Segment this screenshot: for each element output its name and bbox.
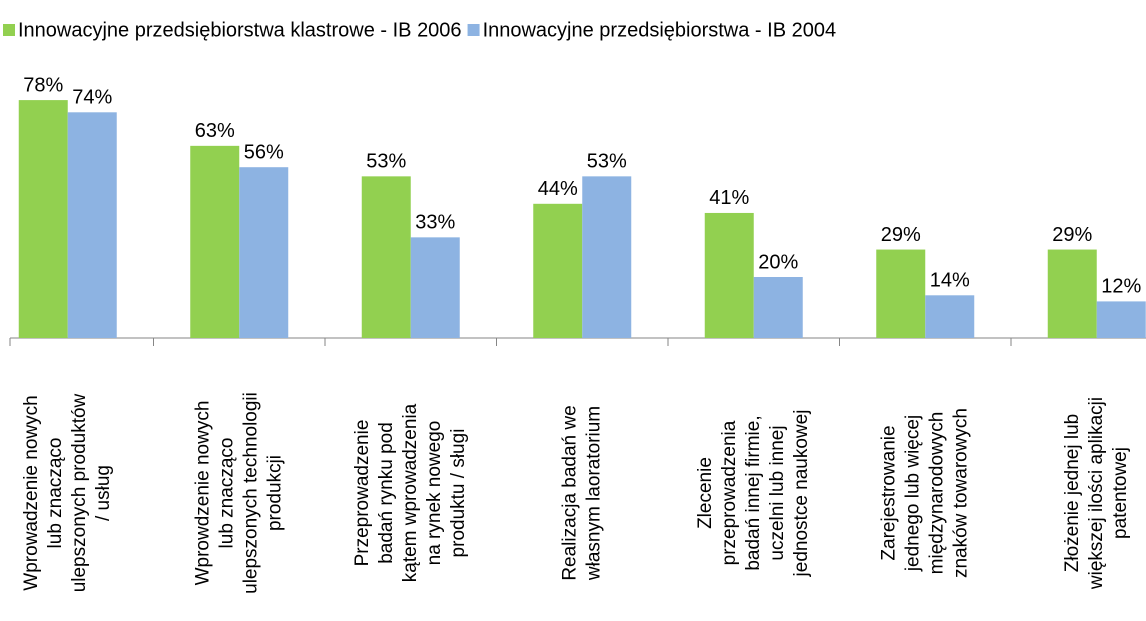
data-label: 41% — [709, 187, 749, 209]
bar — [876, 249, 926, 338]
bar — [239, 167, 289, 338]
data-label: 63% — [195, 120, 235, 142]
x-tick-label: Realizacja badań we własnym laoratorium — [559, 405, 605, 581]
x-tick-label: Wprowdzenie nowych lub znacząco ulepszon… — [192, 392, 286, 594]
data-label: 12% — [1101, 276, 1141, 298]
bar — [704, 212, 754, 338]
data-label: 29% — [1052, 224, 1092, 246]
data-label: 20% — [758, 251, 798, 273]
data-label: 33% — [415, 212, 455, 234]
bar — [410, 237, 460, 338]
data-label: 74% — [72, 87, 112, 109]
bar — [67, 112, 117, 338]
bar — [190, 145, 240, 338]
bar — [533, 203, 583, 338]
bar — [582, 176, 632, 338]
x-tick-label: Złożenie jednej lub większej ilości apli… — [1061, 396, 1131, 590]
bar — [753, 277, 803, 338]
x-tick-label: Zlecenie przeprowadzenia badań innej fir… — [694, 409, 812, 577]
bar — [18, 100, 68, 338]
data-label: 14% — [930, 270, 970, 292]
x-tick-label: Przeprowadzenie badań rynku pod kątem wp… — [351, 403, 469, 583]
legend-label: Innowacyjne przedsiębiorstwa - IB 2004 — [483, 19, 837, 41]
data-label: 53% — [366, 151, 406, 173]
bar — [1096, 301, 1146, 338]
data-label: 56% — [244, 141, 284, 163]
data-label: 29% — [881, 224, 921, 246]
legend-swatch — [467, 24, 480, 36]
data-label: 78% — [23, 74, 63, 96]
x-tick-label: Wprowadzenie nowych lub znacząco ulepszo… — [20, 393, 114, 593]
bar — [361, 176, 411, 338]
bar — [925, 295, 975, 338]
x-tick-label: Zarejestrowanie jednego lub więcej międz… — [878, 407, 972, 579]
data-label: 53% — [587, 151, 627, 173]
bar — [1047, 249, 1097, 338]
legend-swatch — [3, 24, 15, 36]
data-label: 44% — [538, 178, 578, 200]
legend-label: Innowacyjne przedsiębiorstwa klastrowe -… — [18, 19, 462, 41]
